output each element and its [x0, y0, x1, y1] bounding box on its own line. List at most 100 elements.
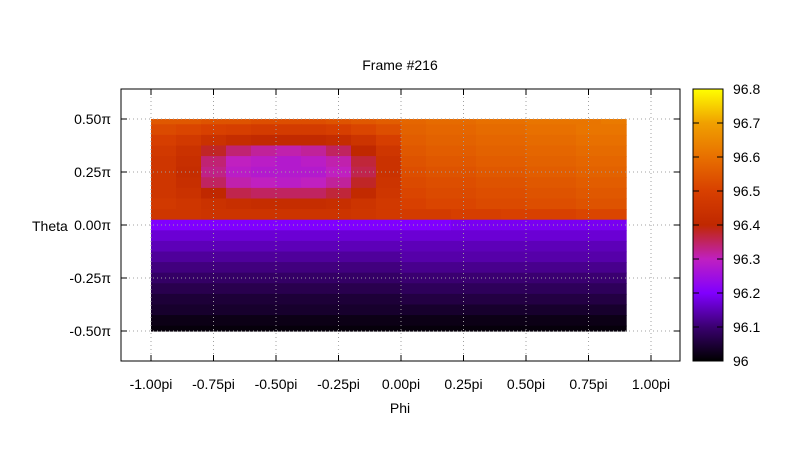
heatmap-cell	[351, 177, 377, 189]
heatmap-cell	[226, 304, 252, 316]
heatmap-cell	[626, 187, 627, 200]
heatmap-cell	[276, 283, 302, 295]
heatmap-cell	[276, 119, 302, 125]
heatmap-cell	[501, 198, 527, 210]
heatmap-cell	[201, 209, 227, 221]
colorbar-tick-label: 96.2	[733, 285, 760, 301]
heatmap-cell	[201, 315, 227, 327]
heatmap-cell	[551, 315, 577, 327]
heatmap-cell	[476, 177, 502, 189]
heatmap-cell	[576, 230, 602, 242]
heatmap-cell	[226, 293, 252, 306]
heatmap-cell	[626, 240, 627, 253]
heatmap-cell	[476, 293, 502, 306]
heatmap-cell	[351, 145, 377, 157]
heatmap-cell	[276, 240, 302, 253]
heatmap-cell	[151, 304, 177, 316]
heatmap-cell	[576, 315, 602, 327]
heatmap-cell	[476, 262, 502, 274]
heatmap-cell	[626, 219, 627, 231]
heatmap-cell	[426, 187, 452, 200]
heatmap-cell	[276, 134, 302, 147]
heatmap-cell	[426, 262, 452, 274]
heatmap-cell	[601, 209, 627, 221]
heatmap-cell	[501, 240, 527, 253]
heatmap-cell	[351, 166, 377, 178]
heatmap-cell	[351, 293, 377, 306]
heatmap-cell	[351, 325, 377, 332]
heatmap-cell	[226, 283, 252, 295]
heatmap-cell	[301, 240, 327, 253]
heatmap-cell	[276, 304, 302, 316]
heatmap-cell	[451, 198, 477, 210]
heatmap-cell	[251, 240, 277, 253]
heatmap-cell	[201, 198, 227, 210]
heatmap-cell	[301, 262, 327, 274]
heatmap-cell	[526, 198, 552, 210]
heatmap-cell	[226, 198, 252, 210]
heatmap-cell	[451, 272, 477, 284]
heatmap-cell	[501, 187, 527, 200]
heatmap-cell	[351, 230, 377, 242]
heatmap-cell	[351, 240, 377, 253]
heatmap-cell	[476, 304, 502, 316]
x-axis-label: Phi	[390, 400, 410, 416]
heatmap-cell	[401, 315, 427, 327]
heatmap-cell	[626, 262, 627, 274]
heatmap-cell	[201, 262, 227, 274]
heatmap-cell	[326, 166, 352, 178]
heatmap-cell	[626, 251, 627, 263]
heatmap-cell	[476, 325, 502, 332]
y-tick-label: 0.25π	[74, 164, 111, 180]
colorbar-ticks: 96 96.1 96.2 96.3 96.4 96.5 96.6 96.7 96.8	[693, 81, 760, 369]
heatmap-cell	[501, 134, 527, 147]
heatmap-cell	[301, 325, 327, 332]
heatmap-cell	[601, 119, 627, 125]
heatmap-cell	[151, 177, 177, 189]
heatmap-cell	[551, 156, 577, 168]
heatmap-cell	[376, 156, 402, 168]
heatmap-cell	[326, 230, 352, 242]
heatmap-cell	[576, 240, 602, 253]
heatmap-cell	[226, 262, 252, 274]
heatmap-cell	[626, 177, 627, 189]
x-tick-label: 0.50pi	[507, 376, 545, 392]
heatmap-cell	[526, 251, 552, 263]
heatmap-cell	[151, 156, 177, 168]
y-axis-ticks: 0.50π 0.25π 0.00π -0.25π -0.50π	[69, 111, 680, 339]
heatmap-cell	[151, 240, 177, 253]
heatmap-cell	[551, 272, 577, 284]
heatmap-cell	[551, 219, 577, 231]
heatmap-cell	[476, 209, 502, 221]
heatmap-cell	[326, 283, 352, 295]
heatmap-cell	[426, 293, 452, 306]
x-tick-label: 0.75pi	[569, 376, 607, 392]
heatmap-cell	[226, 209, 252, 221]
heatmap-cell	[501, 304, 527, 316]
heatmap-cell	[526, 166, 552, 178]
heatmap-cell	[526, 209, 552, 221]
y-tick-label: 0.50π	[74, 111, 111, 127]
heatmap-cell	[251, 177, 277, 189]
heatmap-cell	[151, 124, 177, 136]
heatmap-cell	[351, 283, 377, 295]
heatmap-cell	[576, 166, 602, 178]
heatmap-cell	[276, 219, 302, 231]
heatmap-cell	[551, 240, 577, 253]
y-tick-label: -0.25π	[69, 270, 111, 286]
heatmap-cell	[376, 145, 402, 157]
heatmap-cell	[376, 187, 402, 200]
heatmap-cell	[301, 145, 327, 157]
y-tick-label: 0.00π	[74, 217, 111, 233]
heatmap-cell	[376, 124, 402, 136]
heatmap-cell	[626, 156, 627, 168]
heatmap-cell	[301, 230, 327, 242]
heatmap-cell	[451, 240, 477, 253]
heatmap-cell	[151, 283, 177, 295]
heatmap-cell	[476, 134, 502, 147]
heatmap-cell	[626, 272, 627, 284]
heatmap-cell	[526, 156, 552, 168]
heatmap-cell	[601, 198, 627, 210]
heatmap-cell	[251, 145, 277, 157]
heatmap-cell	[551, 325, 577, 332]
